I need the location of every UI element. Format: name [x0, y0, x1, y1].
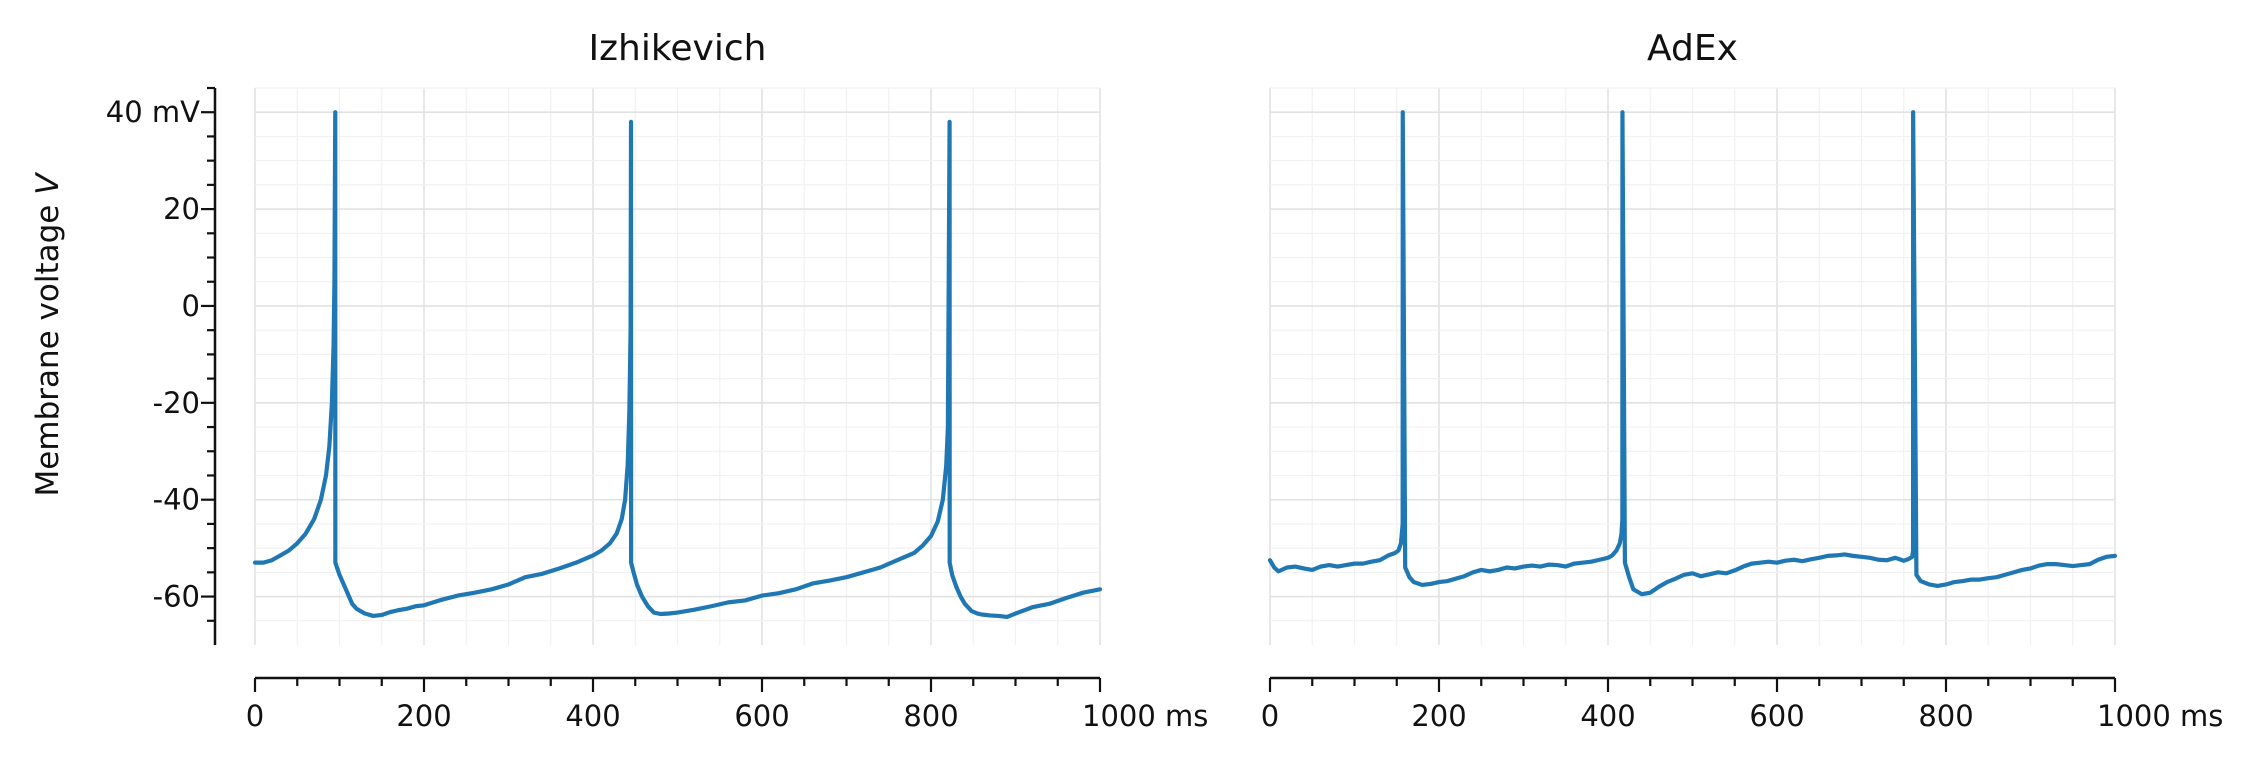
- x-tick-label: 600: [1749, 699, 1804, 733]
- chart-title-adex: AdEx: [1647, 28, 1738, 69]
- series-line-adex: [1267, 110, 2118, 597]
- x-tick-label: 400: [1580, 699, 1635, 733]
- x-tick-label: 1000 ms: [2097, 699, 2223, 733]
- y-tick-label: -60: [153, 580, 200, 614]
- series-line-izhikevich: [252, 110, 1103, 620]
- grid-izhikevich: [254, 87, 1101, 645]
- x-tick-label: 600: [734, 699, 789, 733]
- series-izhikevich: [252, 110, 1103, 620]
- y-axis-label-text: Membrane voltage: [30, 195, 66, 497]
- x-tick-label: 800: [903, 699, 958, 733]
- x-tick-label: 1000 ms: [1082, 699, 1208, 733]
- x-tick-label: 0: [1261, 699, 1279, 733]
- y-tick-label: -20: [153, 386, 200, 420]
- series-adex: [1267, 110, 2118, 597]
- panel-adex: AdEx 0 200 400 600 800 1000 ms: [1261, 28, 2224, 733]
- y-axis-label-variable: V: [30, 171, 66, 195]
- y-tick-label: 20: [163, 192, 200, 226]
- x-tick-label: 800: [1918, 699, 1973, 733]
- axes-adex: 0 200 400 600 800 1000 ms: [1261, 676, 2223, 733]
- grid-adex: [1269, 87, 2116, 645]
- x-tick-label: 200: [396, 699, 451, 733]
- x-tick-label: 200: [1411, 699, 1466, 733]
- y-tick-label: 40 mV: [106, 95, 200, 129]
- x-tick-label: 0: [246, 699, 264, 733]
- chart-title-izhikevich: Izhikevich: [589, 28, 767, 69]
- y-tick-label: 0: [182, 289, 200, 323]
- y-tick-label: -40: [153, 483, 200, 517]
- y-axis-label: Membrane voltage V: [30, 171, 66, 497]
- x-tick-label: 400: [565, 699, 620, 733]
